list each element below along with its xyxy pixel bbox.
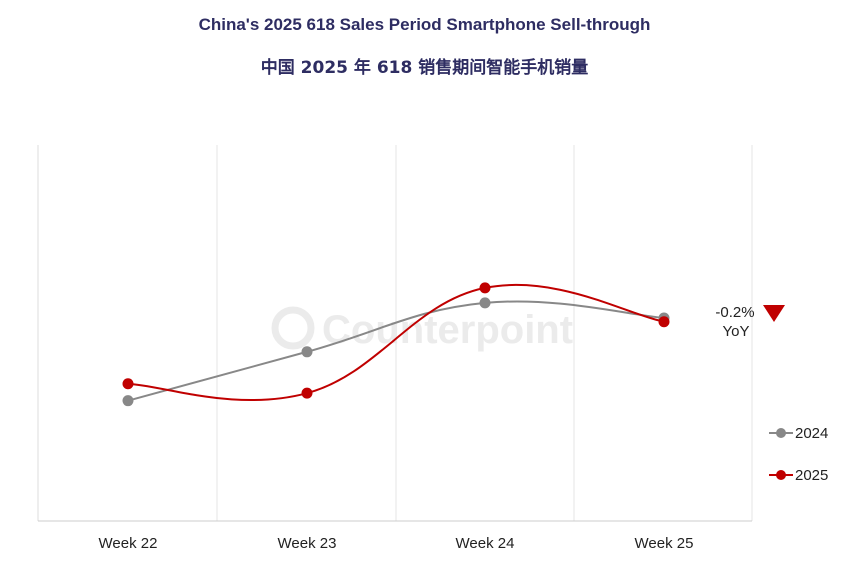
data-point-2025-1[interactable] — [122, 378, 134, 390]
series-line-2025 — [127, 283, 665, 402]
data-point-2025-3[interactable] — [479, 282, 491, 294]
legend-label: 2024 — [795, 425, 828, 442]
legend-label: 2025 — [795, 467, 828, 484]
legend: 2024 2025 — [769, 425, 828, 484]
yoy-value: -0.2% — [715, 304, 754, 321]
series-group — [122, 282, 670, 407]
data-point-2025-4[interactable] — [658, 316, 670, 328]
x-tick-label: Week 22 — [99, 535, 158, 552]
legend-marker — [776, 470, 786, 480]
data-point-2024-3[interactable] — [479, 297, 491, 309]
data-point-2024-1[interactable] — [122, 395, 134, 407]
data-point-2024-2[interactable] — [301, 346, 313, 358]
yoy-annotation: -0.2% YoY — [715, 304, 785, 340]
watermark: Counterpoint — [271, 306, 573, 352]
data-point-2025-2[interactable] — [301, 387, 313, 399]
x-tick-label: Week 24 — [456, 535, 515, 552]
chart-title: China's 2025 618 Sales Period Smartphone… — [198, 15, 651, 34]
grid — [37, 145, 753, 522]
x-tick-label: Week 23 — [278, 535, 337, 552]
series-line-2024 — [127, 300, 665, 402]
legend-marker — [776, 428, 786, 438]
chart-subtitle: 中国 2025 年 618 销售期间智能手机销量 — [260, 58, 589, 78]
yoy-label: YoY — [723, 323, 750, 340]
legend-item-2025[interactable]: 2025 — [769, 467, 828, 484]
watermark-text: Counterpoint — [322, 308, 573, 352]
watermark-logo-icon — [271, 306, 315, 350]
down-triangle-icon — [763, 305, 785, 322]
x-axis-ticks: Week 22 Week 23 Week 24 Week 25 — [99, 535, 694, 552]
x-tick-label: Week 25 — [635, 535, 694, 552]
legend-item-2024[interactable]: 2024 — [769, 425, 828, 442]
